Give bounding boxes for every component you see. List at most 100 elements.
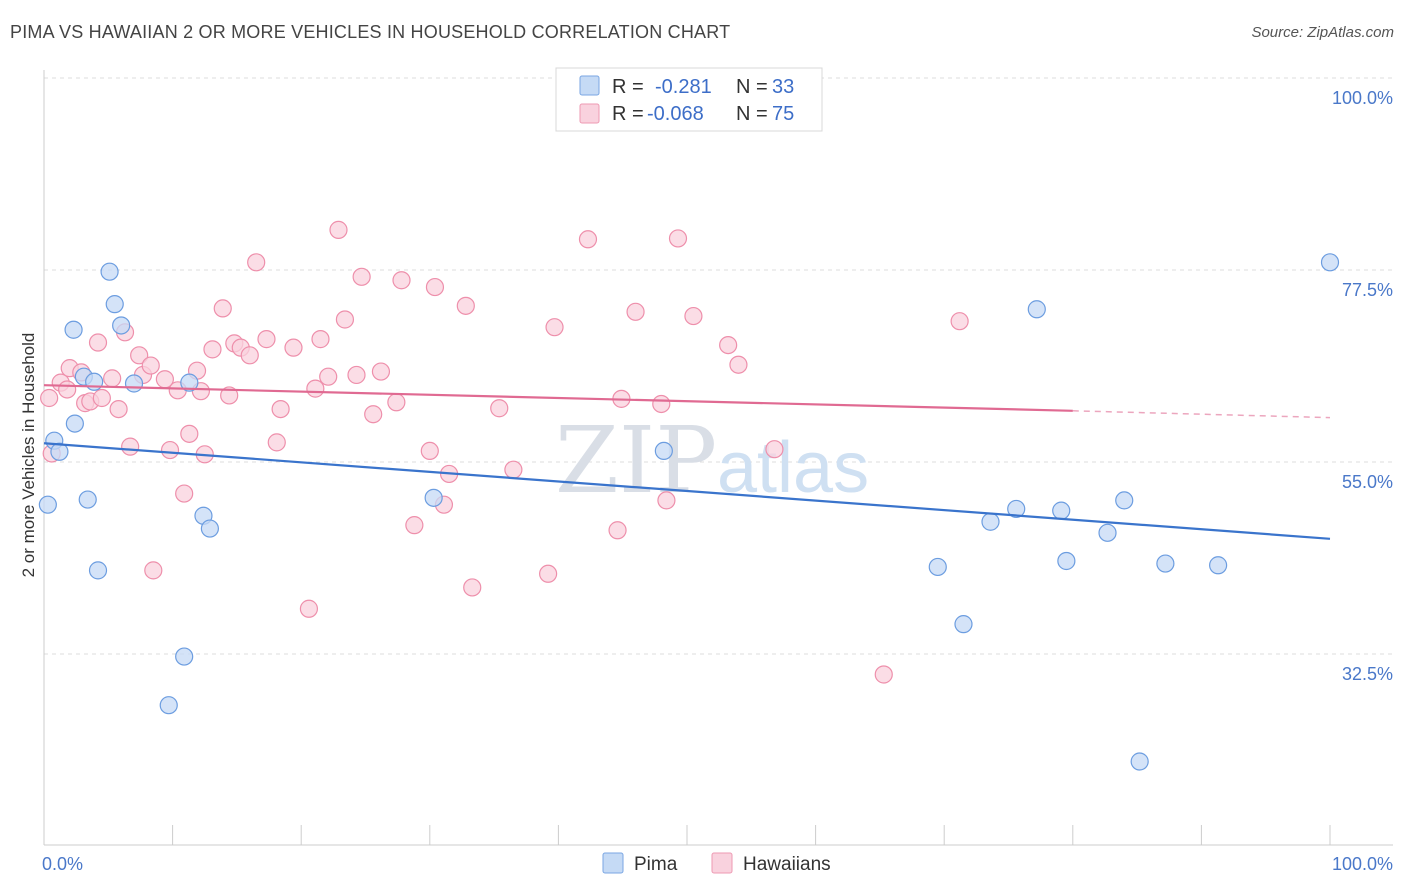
hawaiians-point-55 bbox=[463, 578, 482, 597]
hawaiians-point-46 bbox=[371, 362, 391, 381]
pima-point-15 bbox=[180, 373, 199, 392]
y-tick-label-2: 55.0% bbox=[1342, 472, 1393, 492]
series-legend: Pima Hawaiians bbox=[602, 852, 831, 875]
pima-point-9 bbox=[100, 262, 119, 281]
hawaiians-point-67 bbox=[684, 306, 703, 326]
stats-legend-box bbox=[555, 67, 823, 132]
watermark-zip: ZIP bbox=[555, 407, 717, 514]
pima-point-17 bbox=[200, 519, 219, 538]
series-legend-label-pima: Pima bbox=[634, 854, 678, 875]
y-axis-title: 2 or more Vehicles in Household bbox=[19, 333, 38, 578]
hawaiians-point-66 bbox=[668, 229, 688, 248]
hawaiians-point-38 bbox=[306, 379, 325, 398]
pima-point-27 bbox=[1098, 523, 1117, 542]
legend-n-label-hawaiians: N = bbox=[736, 103, 768, 125]
hawaiians-point-64 bbox=[652, 394, 671, 414]
pima-point-8 bbox=[88, 561, 108, 580]
hawaiians-point-71 bbox=[874, 665, 893, 684]
chart-title: PIMA VS HAWAIIAN 2 OR MORE VEHICLES IN H… bbox=[10, 22, 731, 42]
pima-point-20 bbox=[928, 557, 947, 577]
hawaiians-point-0 bbox=[40, 388, 59, 408]
hawaiians-point-32 bbox=[247, 253, 266, 272]
series-legend-label-hawaiians: Hawaiians bbox=[743, 854, 831, 875]
pima-point-25 bbox=[1052, 501, 1071, 520]
pima-point-19 bbox=[654, 441, 673, 461]
pima-point-14 bbox=[175, 647, 194, 666]
hawaiians-point-59 bbox=[545, 318, 564, 337]
trend-lines bbox=[43, 384, 1331, 540]
hawaiians-point-43 bbox=[347, 365, 366, 385]
pima-point-3 bbox=[64, 320, 83, 339]
hawaiians-point-17 bbox=[144, 561, 163, 580]
y-tick-label-1: 77.5% bbox=[1342, 280, 1393, 300]
hawaiians-point-3 bbox=[58, 380, 77, 399]
pima-point-28 bbox=[1115, 491, 1134, 510]
pima-point-23 bbox=[1007, 499, 1026, 519]
series-legend-swatch-hawaiians bbox=[711, 852, 733, 874]
pima-point-26 bbox=[1057, 551, 1076, 571]
hawaiians-point-51 bbox=[425, 277, 445, 297]
hawaiians-point-48 bbox=[392, 271, 411, 290]
hawaiians-point-50 bbox=[420, 441, 439, 461]
hawaiians-point-65 bbox=[657, 491, 676, 510]
legend-r-label-pima: R = bbox=[612, 76, 644, 98]
pima-trend-line bbox=[43, 442, 1331, 540]
hawaiians-trend-line bbox=[43, 384, 1073, 412]
hawaiians-point-13 bbox=[121, 437, 140, 456]
series-legend-swatch-pima bbox=[602, 852, 624, 874]
pima-point-22 bbox=[981, 512, 1000, 531]
pima-point-6 bbox=[78, 490, 97, 509]
hawaiians-point-60 bbox=[578, 230, 598, 249]
hawaiians-point-37 bbox=[299, 599, 319, 618]
hawaiians-point-36 bbox=[284, 338, 303, 357]
y-tick-labels: 100.0% 77.5% 55.0% 32.5% bbox=[1332, 88, 1393, 684]
x-tick-label-max: 100.0% bbox=[1332, 854, 1393, 874]
source-credit: Source: ZipAtlas.com bbox=[1251, 24, 1394, 41]
hawaiians-point-42 bbox=[335, 310, 355, 329]
grid-lines bbox=[44, 77, 1393, 655]
hawaiians-point-41 bbox=[329, 220, 348, 239]
hawaiians-point-47 bbox=[387, 393, 406, 412]
pima-point-2 bbox=[50, 442, 69, 461]
legend-r-value-pima: -0.281 bbox=[655, 76, 712, 98]
pima-point-18 bbox=[424, 488, 443, 507]
hawaiians-point-10 bbox=[103, 369, 122, 388]
hawaiians-point-31 bbox=[240, 346, 259, 365]
stats-legend: R = -0.281 N = 33 R = -0.068 N = 75 bbox=[555, 67, 823, 132]
hawaiians-point-39 bbox=[311, 330, 330, 349]
hawaiians-point-68 bbox=[719, 335, 738, 355]
pima-point-0 bbox=[38, 495, 57, 514]
hawaiians-point-19 bbox=[160, 440, 180, 460]
pima-point-32 bbox=[1320, 253, 1340, 272]
pima-point-12 bbox=[124, 374, 144, 393]
scatter-points bbox=[38, 220, 1340, 771]
pima-point-11 bbox=[112, 316, 131, 335]
hawaiians-point-44 bbox=[352, 267, 371, 286]
hawaiians-point-26 bbox=[203, 340, 222, 359]
hawaiians-point-56 bbox=[490, 399, 509, 418]
hawaiians-trend-extension bbox=[1072, 410, 1331, 419]
pima-point-7 bbox=[85, 372, 104, 391]
pima-point-29 bbox=[1130, 752, 1149, 771]
x-tick-label-min: 0.0% bbox=[42, 854, 83, 874]
hawaiians-point-16 bbox=[141, 356, 160, 375]
hawaiians-point-61 bbox=[608, 521, 627, 540]
y-tick-label-3: 32.5% bbox=[1342, 664, 1393, 684]
pima-point-24 bbox=[1027, 300, 1046, 319]
hawaiians-point-9 bbox=[92, 388, 111, 408]
hawaiians-point-58 bbox=[539, 564, 558, 583]
pima-point-13 bbox=[159, 696, 178, 715]
legend-r-label-hawaiians: R = bbox=[612, 103, 644, 125]
hawaiians-point-27 bbox=[213, 299, 232, 318]
y-tick-label-0: 100.0% bbox=[1332, 88, 1393, 108]
legend-r-value-hawaiians: -0.068 bbox=[647, 103, 704, 125]
hawaiians-point-8 bbox=[88, 333, 108, 352]
hawaiians-point-33 bbox=[257, 330, 276, 349]
watermark: ZIP atlas bbox=[555, 407, 869, 514]
hawaiians-point-34 bbox=[267, 433, 286, 452]
hawaiians-point-69 bbox=[729, 355, 748, 374]
hawaiians-point-21 bbox=[175, 484, 194, 503]
legend-swatch-pima bbox=[579, 75, 600, 96]
hawaiians-point-45 bbox=[364, 405, 383, 424]
